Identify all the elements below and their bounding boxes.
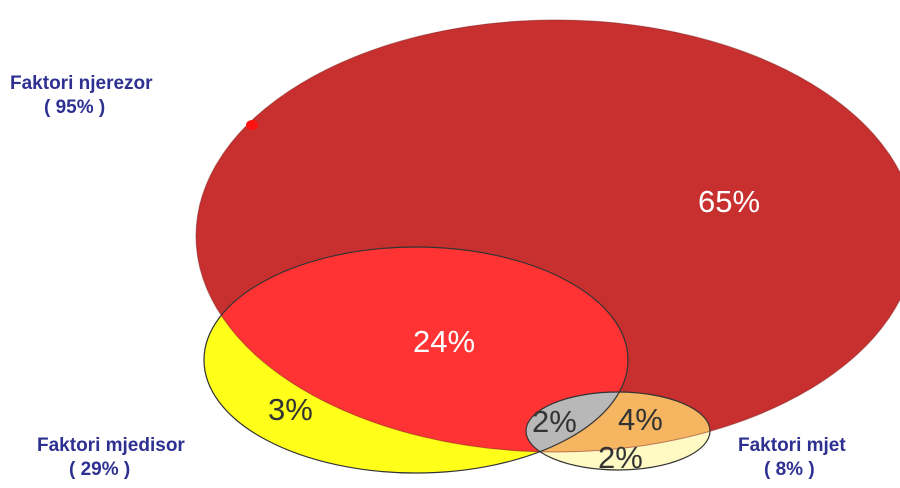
set-name-vehicle: Faktori mjet <box>738 435 846 456</box>
legend-label-vehicle: Faktori mjet ( 8% ) <box>738 434 846 482</box>
vehicle-outline <box>525 391 711 471</box>
set-total-human: ( 95% ) <box>44 97 106 118</box>
label-human-only: 65% <box>698 184 760 219</box>
label-human-vehicle: 4% <box>618 402 663 437</box>
label-environment-only: 3% <box>268 392 313 427</box>
human-outline <box>195 19 900 453</box>
environment-outline <box>203 246 629 474</box>
label-human-environment-vehicle: 2% <box>532 404 577 439</box>
legend-label-human: Faktori njerezor ( 95% ) <box>10 72 153 120</box>
label-vehicle-only: 2% <box>598 440 643 475</box>
set-name-environment: Faktori mjedisor <box>37 435 185 456</box>
marker-dot <box>246 120 258 130</box>
legend-label-environment: Faktori mjedisor ( 29% ) <box>37 434 185 482</box>
set-total-vehicle: ( 8% ) <box>764 459 815 480</box>
set-name-human: Faktori njerezor <box>10 73 153 94</box>
set-total-environment: ( 29% ) <box>69 459 131 480</box>
label-human-environment: 24% <box>413 324 475 359</box>
